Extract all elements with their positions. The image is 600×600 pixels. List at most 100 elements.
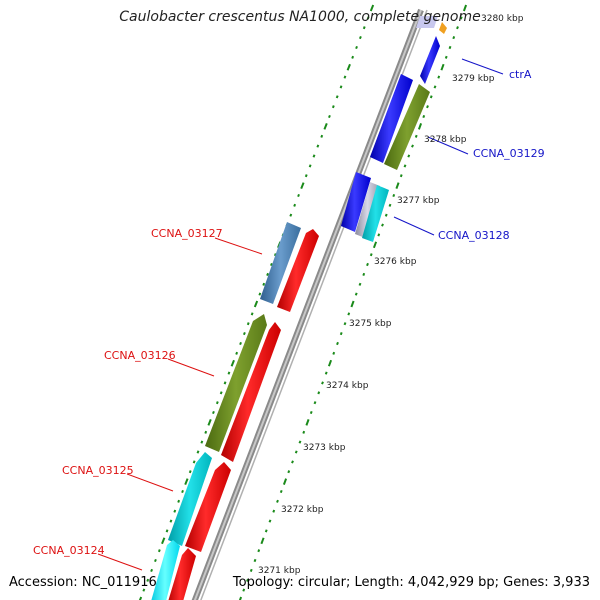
minor-tick	[335, 95, 339, 99]
gene-label-CCNA_03129[interactable]: CCNA_03129	[473, 147, 545, 160]
genome-backbone-highlight	[193, 9, 422, 600]
minor-tick	[433, 85, 437, 89]
minor-tick	[294, 450, 298, 454]
gene-label-CCNA_03124[interactable]: CCNA_03124	[33, 544, 105, 557]
feature-grey-CCNA_03128[interactable]	[355, 182, 380, 238]
inner-tick-marks	[138, 4, 375, 600]
major-tick	[238, 596, 243, 600]
minor-tick	[253, 558, 257, 563]
genome-summary-text: Topology: circular; Length: 4,042,929 bp…	[232, 575, 590, 590]
minor-tick	[249, 568, 253, 572]
tick-label-3273: 3273 kbp	[303, 443, 346, 453]
major-tick	[372, 241, 378, 249]
minor-tick	[246, 322, 250, 326]
minor-tick	[273, 253, 277, 257]
outer-tick-marks	[238, 4, 468, 600]
minor-tick	[264, 529, 268, 533]
leader-line-ctrA	[461, 58, 504, 75]
major-tick	[323, 123, 328, 130]
tick-label-3276: 3276 kbp	[374, 257, 417, 267]
minor-tick	[331, 105, 335, 109]
minor-tick	[429, 95, 433, 99]
minor-tick	[154, 558, 157, 563]
major-tick	[207, 419, 212, 426]
gene-label-CCNA_03127[interactable]: CCNA_03127	[151, 227, 223, 240]
minor-tick	[291, 460, 294, 464]
major-tick	[282, 478, 288, 485]
leader-line-CCNA_03128	[393, 216, 435, 236]
feature-red-CCNA_03127[interactable]	[277, 229, 319, 312]
major-tick	[138, 596, 143, 600]
major-tick	[369, 4, 375, 12]
feature-blue-ctrA-upstream[interactable]	[420, 36, 440, 84]
minor-tick	[289, 213, 293, 217]
minor-tick	[212, 410, 215, 415]
feature-red-CCNA_03126[interactable]	[221, 322, 281, 462]
major-tick	[253, 300, 259, 308]
minor-tick	[279, 489, 283, 494]
minor-tick	[426, 105, 429, 109]
major-tick	[184, 478, 189, 485]
minor-tick	[358, 282, 362, 286]
minor-tick	[272, 509, 276, 513]
minor-tick	[354, 292, 358, 296]
feature-orange-small[interactable]	[439, 22, 447, 34]
minor-tick	[414, 134, 418, 138]
minor-tick	[369, 253, 373, 257]
major-tick	[417, 123, 423, 130]
minor-tick	[246, 578, 249, 582]
minor-tick	[312, 154, 316, 158]
minor-tick	[339, 332, 343, 336]
minor-tick	[250, 312, 254, 316]
minor-tick	[448, 45, 452, 50]
minor-tick	[362, 272, 366, 276]
major-tick	[260, 537, 265, 545]
major-tick	[395, 182, 400, 189]
feature-blue-CCNA_03128[interactable]	[341, 172, 371, 232]
gene-label-CCNA_03126[interactable]: CCNA_03126	[104, 349, 176, 362]
minor-tick	[362, 26, 366, 30]
feature-red-CCNA_03124[interactable]	[167, 548, 196, 600]
minor-tick	[165, 529, 169, 533]
gene-label-CCNA_03125[interactable]: CCNA_03125	[62, 464, 134, 477]
minor-tick	[150, 568, 154, 572]
minor-tick	[351, 55, 355, 59]
major-tick	[300, 182, 305, 189]
feature-steelblue-CCNA_03127[interactable]	[260, 222, 301, 304]
minor-tick	[343, 75, 347, 79]
feature-lavender-small[interactable]	[416, 16, 438, 28]
minor-tick	[196, 450, 200, 454]
minor-tick	[257, 549, 261, 553]
minor-tick	[384, 213, 388, 217]
feature-cyan-CCNA_03125[interactable]	[168, 452, 212, 546]
minor-tick	[177, 499, 181, 503]
leader-line-CCNA_03127	[214, 237, 263, 255]
minor-tick	[332, 351, 336, 355]
leader-line-CCNA_03129	[427, 136, 469, 155]
genome-title: Caulobacter crescentus NA1000, complete …	[119, 9, 481, 25]
minor-tick	[444, 55, 448, 59]
minor-tick	[242, 588, 246, 592]
minor-tick	[188, 470, 192, 474]
major-tick	[161, 537, 166, 545]
feature-cyan-CCNA_03128[interactable]	[362, 185, 389, 242]
minor-tick	[223, 381, 227, 385]
feature-blue-ctrA[interactable]	[370, 74, 413, 163]
minor-tick	[320, 134, 324, 138]
feature-olive-CCNA_03126[interactable]	[205, 314, 267, 452]
minor-tick	[297, 193, 300, 198]
gene-label-ctrA[interactable]: ctrA	[509, 68, 532, 81]
feature-olive-CCNA_03129[interactable]	[384, 84, 430, 170]
gene-label-CCNA_03128[interactable]: CCNA_03128	[438, 229, 510, 242]
minor-tick	[142, 588, 146, 592]
feature-red-CCNA_03125[interactable]	[185, 462, 231, 552]
minor-tick	[366, 16, 370, 20]
minor-tick	[258, 292, 262, 296]
leader-line-CCNA_03126	[167, 358, 215, 377]
feature-aqua-CCNA_03124[interactable]	[150, 540, 180, 600]
minor-tick	[266, 272, 270, 276]
minor-tick	[239, 341, 242, 346]
minor-tick	[324, 371, 328, 375]
